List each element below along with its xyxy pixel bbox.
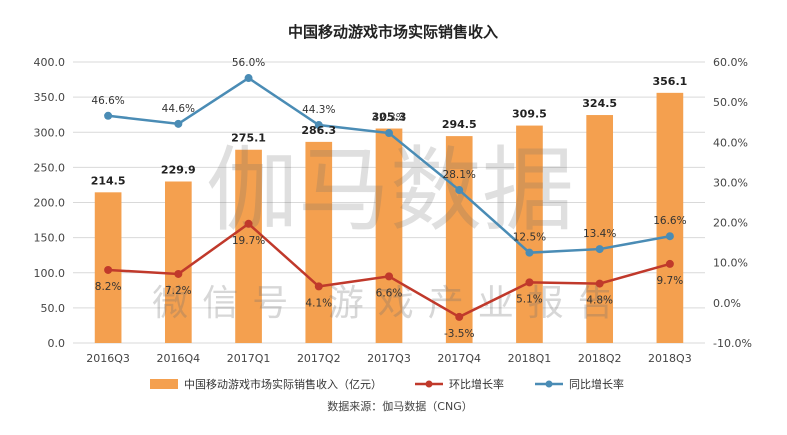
series-point <box>314 282 323 291</box>
legend-label: 同比增长率 <box>569 377 624 391</box>
bar-value-label: 356.1 <box>652 75 687 88</box>
right-axis-tick-label: 20.0% <box>713 217 748 230</box>
bar <box>656 92 684 343</box>
source-note: 数据来源：伽马数据（CNG） <box>327 399 472 413</box>
right-axis-tick-label: 30.0% <box>713 176 748 189</box>
bar-value-label: 275.1 <box>231 132 266 145</box>
legend: 中国移动游戏市场实际销售收入（亿元） 环比增长率 同比增长率 <box>150 377 624 391</box>
line-series <box>104 74 674 321</box>
series-point <box>244 74 253 83</box>
series-point <box>385 272 393 281</box>
series-point <box>525 248 534 257</box>
series-point <box>174 269 183 278</box>
series-point <box>455 186 464 195</box>
series-value-label: 42.3% <box>372 112 405 124</box>
right-axis-tick-label: -10.0% <box>713 337 752 350</box>
series-value-label: 28.1% <box>443 169 476 181</box>
left-axis-tick-label: 50.0 <box>41 302 66 315</box>
watermark-sub: 微信号 游戏产业报告 <box>152 283 627 324</box>
x-axis-tick-label: 2018Q2 <box>578 352 622 365</box>
x-axis-tick-label: 2018Q3 <box>648 352 692 365</box>
series-value-label: 46.6% <box>91 95 124 107</box>
legend-marker <box>425 380 433 388</box>
x-axis-tick-label: 2017Q1 <box>227 352 271 365</box>
series-point <box>244 219 253 228</box>
x-axis-tick-label: 2016Q3 <box>86 352 130 365</box>
right-axis-tick-label: 0.0% <box>713 297 741 310</box>
legend-marker <box>545 380 553 388</box>
left-axis-tick-label: 350.0 <box>34 91 66 104</box>
left-axis-tick-label: 0.0 <box>48 337 66 350</box>
series-value-label: 7.2% <box>165 285 192 297</box>
series-point <box>595 279 604 288</box>
watermark-main: 伽马数据 <box>206 137 574 244</box>
right-axis-tick-label: 10.0% <box>713 257 748 270</box>
bar <box>305 141 333 343</box>
x-axis-tick-label: 2016Q4 <box>157 352 201 365</box>
series-value-label: 16.6% <box>653 215 686 227</box>
bar-series <box>94 92 684 343</box>
axes: 0.0 50.0 100.0 150.0 200.0 250.0 300.0 350.0 400… <box>34 56 752 365</box>
series-value-label: 44.6% <box>162 103 195 115</box>
bar-value-label: 286.3 <box>301 124 336 137</box>
bar-value-label: 229.9 <box>161 163 196 176</box>
legend-swatch <box>150 379 178 389</box>
x-axis-tick-label: 2017Q2 <box>297 352 341 365</box>
series-point <box>455 312 464 321</box>
bar <box>375 128 403 343</box>
series-point <box>174 119 183 128</box>
series-point <box>385 129 393 138</box>
series-point <box>595 245 604 254</box>
series-value-label: 13.4% <box>583 228 616 240</box>
series-value-label: 19.7% <box>232 235 265 247</box>
bar-value-label: 309.5 <box>512 108 547 121</box>
left-axis-tick-label: 200.0 <box>34 197 66 210</box>
left-axis-tick-label: 300.0 <box>34 126 66 139</box>
series-value-label: 6.6% <box>376 287 403 299</box>
data-labels: 214.5 229.9 275.1 286.3 305.3 294.5 309.5 324.5… <box>91 57 688 340</box>
bar-value-label: 214.5 <box>91 174 126 187</box>
left-axis-tick-label: 100.0 <box>34 267 66 280</box>
series-value-label: 56.0% <box>232 57 265 69</box>
series-point <box>104 111 113 120</box>
bar-value-label: 294.5 <box>442 118 477 131</box>
series-value-label: 4.8% <box>586 295 613 307</box>
right-axis-tick-label: 40.0% <box>713 136 748 149</box>
series-value-label: -3.5% <box>444 328 474 340</box>
series-value-label: 12.5% <box>513 232 546 244</box>
chart-title: 中国移动游戏市场实际销售收入 <box>288 23 498 41</box>
x-axis-tick-label: 2018Q1 <box>508 352 552 365</box>
series-value-label: 8.2% <box>95 281 122 293</box>
x-axis-tick-label: 2017Q4 <box>437 352 481 365</box>
right-axis-tick-label: 50.0% <box>713 96 748 109</box>
series-point <box>104 265 113 274</box>
bar <box>235 149 262 343</box>
series-point <box>314 121 323 130</box>
left-axis-tick-label: 150.0 <box>34 232 66 245</box>
legend-label: 环比增长率 <box>449 377 504 391</box>
series-value-label: 5.1% <box>516 293 543 305</box>
series-point <box>665 259 674 268</box>
left-axis-tick-label: 250.0 <box>34 161 66 174</box>
series-point <box>525 278 534 287</box>
bar-value-label: 324.5 <box>582 97 617 110</box>
series-value-label: 4.1% <box>305 297 332 309</box>
series-point <box>665 232 674 241</box>
left-axis-tick-label: 400.0 <box>34 56 66 69</box>
x-axis-tick-label: 2017Q3 <box>367 352 411 365</box>
right-axis-tick-label: 60.0% <box>713 56 748 69</box>
series-value-label: 9.7% <box>657 275 684 287</box>
bar <box>586 115 614 343</box>
bar <box>516 125 543 343</box>
bar <box>164 181 192 343</box>
bar <box>445 136 473 343</box>
legend-label: 中国移动游戏市场实际销售收入（亿元） <box>184 377 382 391</box>
bar-value-label: 305.3 <box>372 111 407 124</box>
watermark: 伽马数据 微信号 游戏产业报告 <box>152 137 627 324</box>
series-value-label: 44.3% <box>302 104 335 116</box>
